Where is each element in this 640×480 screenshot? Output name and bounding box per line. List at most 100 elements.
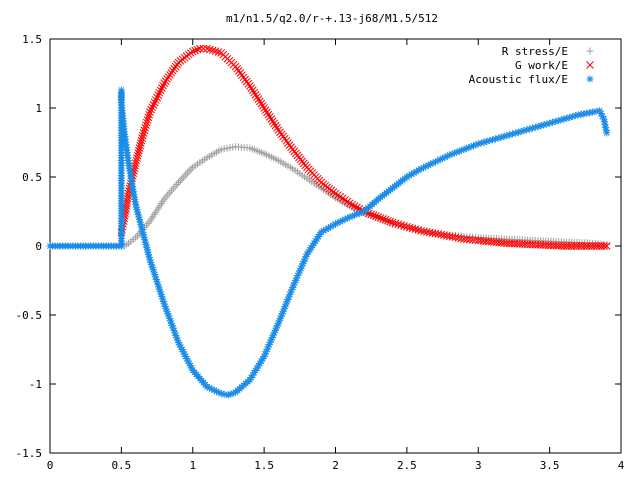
- data-point: [199, 44, 208, 53]
- data-point: [248, 86, 257, 95]
- data-point: [134, 149, 143, 158]
- data-point: [523, 126, 531, 134]
- legend-label: R stress/E: [502, 45, 568, 58]
- data-point: [156, 86, 165, 95]
- legend-label: G work/E: [515, 59, 568, 72]
- data-point: [159, 81, 167, 90]
- data-point: [386, 217, 395, 226]
- data-point: [208, 46, 217, 55]
- data-point: [136, 139, 145, 147]
- data-point: [265, 112, 274, 121]
- data-point: [374, 213, 383, 221]
- data-point: [149, 101, 158, 109]
- data-point: [257, 99, 266, 108]
- data-point: [372, 212, 380, 220]
- data-point: [143, 116, 152, 124]
- data-point: [270, 119, 278, 128]
- x-tick-label: 3.5: [540, 459, 560, 472]
- data-point: [250, 88, 258, 97]
- data-point: [369, 211, 378, 220]
- data-point: [185, 167, 193, 175]
- data-point: [254, 95, 263, 104]
- plot-frame: [49, 38, 622, 454]
- data-point: [263, 108, 271, 117]
- data-point: [150, 98, 159, 107]
- data-point: [147, 105, 155, 114]
- data-point: [214, 48, 223, 56]
- data-point: [394, 220, 403, 229]
- legend-marker: [586, 47, 594, 55]
- x-tick-label: 0.5: [111, 459, 131, 472]
- data-point: [267, 336, 275, 344]
- data-point: [603, 129, 611, 137]
- data-point: [196, 44, 204, 53]
- y-tick-label: -1.5: [16, 447, 43, 460]
- data-point: [260, 104, 268, 112]
- data-point: [281, 303, 289, 311]
- x-axis-ticks: 0 0.5 1 1.5 2 2.5 3 3.5 4: [47, 39, 625, 472]
- data-point: [223, 144, 231, 152]
- data-point: [264, 343, 272, 351]
- data-point: [146, 108, 154, 116]
- data-point: [264, 110, 273, 119]
- y-tick-label: 1.5: [22, 33, 42, 46]
- data-point: [154, 91, 163, 100]
- data-point: [211, 47, 220, 55]
- plot-area: [49, 38, 622, 454]
- data-point: [509, 130, 517, 138]
- data-point: [171, 329, 179, 337]
- data-point: [253, 364, 261, 372]
- x-tick-label: 1.5: [254, 459, 274, 472]
- data-point: [350, 202, 359, 210]
- data-point: [191, 46, 199, 55]
- data-point: [155, 88, 164, 97]
- data-point: [141, 123, 150, 132]
- data-point: [247, 84, 256, 92]
- y-tick-label: -1: [29, 378, 42, 391]
- data-point: [180, 173, 188, 181]
- data-point: [145, 110, 153, 119]
- data-point: [187, 165, 195, 173]
- data-point: [132, 156, 141, 165]
- data-point: [255, 97, 264, 106]
- data-point: [273, 124, 281, 132]
- data-point: [603, 241, 611, 249]
- x-tick-label: 4: [618, 459, 625, 472]
- data-point: [217, 145, 225, 153]
- data-point: [379, 215, 387, 223]
- data-point: [324, 224, 332, 232]
- data-point: [388, 218, 397, 227]
- data-point: [408, 224, 417, 233]
- data-point: [327, 223, 335, 231]
- data-point: [600, 242, 609, 250]
- data-point: [258, 101, 267, 110]
- y-tick-label: 1: [35, 102, 42, 115]
- x-tick-label: 2.5: [397, 459, 417, 472]
- legend-marker: [586, 75, 594, 83]
- y-tick-label: 0: [35, 240, 42, 253]
- data-point: [443, 152, 451, 160]
- data-point: [383, 216, 392, 225]
- legend-label: Acoustic flux/E: [469, 73, 568, 86]
- data-point: [138, 134, 146, 142]
- data-point: [206, 45, 214, 54]
- data-point: [253, 93, 261, 101]
- data-point: [188, 47, 197, 56]
- data-point: [271, 121, 280, 130]
- data-point: [178, 175, 186, 183]
- data-point: [157, 84, 166, 92]
- data-point: [133, 154, 141, 163]
- x-tick-label: 0: [47, 459, 54, 472]
- data-point: [405, 223, 414, 232]
- data-point: [183, 169, 191, 177]
- x-tick-label: 2: [332, 459, 339, 472]
- data-point: [140, 126, 149, 135]
- data-point: [403, 222, 411, 231]
- legend-marker: [586, 61, 594, 69]
- data-point: [348, 200, 357, 209]
- data-point: [376, 214, 385, 222]
- data-point: [152, 96, 160, 104]
- series-3: [46, 86, 611, 399]
- data-point: [148, 103, 157, 112]
